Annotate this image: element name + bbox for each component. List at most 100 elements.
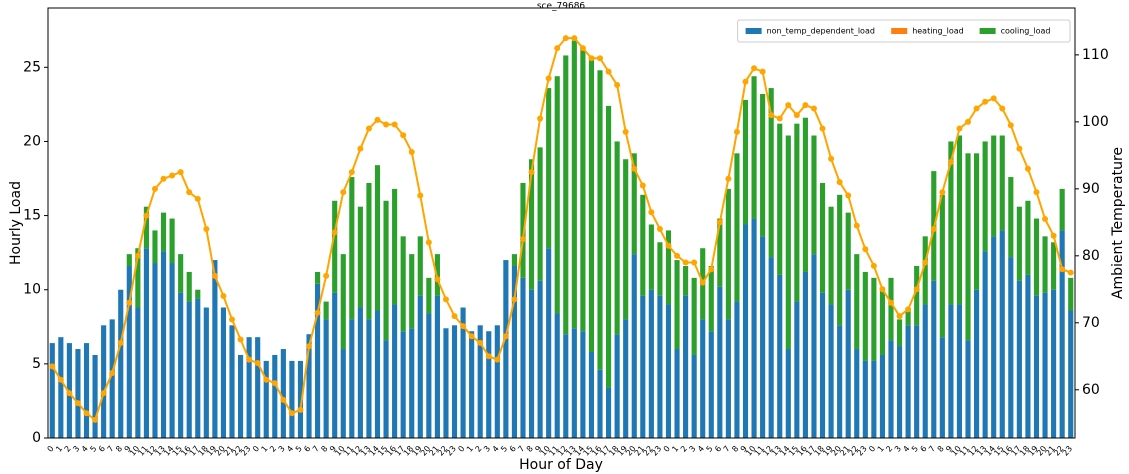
bar xyxy=(734,301,740,438)
temperature-marker xyxy=(237,336,244,343)
temperature-marker xyxy=(229,316,236,323)
bar xyxy=(212,260,218,438)
bar xyxy=(982,251,988,438)
y-axis-label: Hourly Load xyxy=(8,181,24,265)
temperature-marker xyxy=(306,343,313,350)
chart-title: sce_79686 xyxy=(537,2,586,12)
temperature-marker xyxy=(83,410,90,417)
x-tick-label: 0 xyxy=(867,444,877,454)
bar xyxy=(717,286,723,438)
temperature-marker xyxy=(588,55,595,62)
temperature-marker xyxy=(733,128,740,135)
bar xyxy=(751,218,757,438)
bar xyxy=(588,352,595,438)
temperature-marker xyxy=(246,356,253,363)
x-tick-label: 6 xyxy=(713,444,723,454)
temperature-marker xyxy=(400,132,407,139)
temperature-marker xyxy=(896,313,903,320)
bar xyxy=(939,337,945,438)
temperature-marker xyxy=(494,356,501,363)
temperature-marker xyxy=(254,359,261,366)
bar xyxy=(597,369,603,438)
temperature-marker xyxy=(870,262,877,269)
x-tick-label: 4 xyxy=(696,444,706,454)
bar xyxy=(169,218,175,264)
temperature-marker xyxy=(802,102,809,109)
bar xyxy=(1068,277,1074,311)
bar xyxy=(931,280,937,438)
plot-frame xyxy=(47,7,1076,439)
bar xyxy=(537,147,543,281)
temperature-marker xyxy=(639,182,646,189)
legend-swatch xyxy=(979,28,996,34)
bar xyxy=(272,354,278,438)
temperature-marker xyxy=(554,45,561,52)
bar xyxy=(340,349,346,438)
x-tick-label: 7 xyxy=(722,444,732,454)
temperature-marker xyxy=(109,370,116,377)
bar xyxy=(571,40,577,329)
bar xyxy=(991,236,997,438)
temperature-marker xyxy=(194,195,201,202)
x-tick-label: 7 xyxy=(311,444,321,454)
temperature-marker xyxy=(134,252,141,259)
bar xyxy=(280,349,286,438)
bar xyxy=(563,334,569,438)
temperature-marker xyxy=(425,239,432,246)
bar xyxy=(126,266,132,438)
temperature-marker xyxy=(622,128,629,135)
x-tick-label: 4 xyxy=(901,444,911,454)
temperature-marker xyxy=(357,145,364,152)
bar xyxy=(751,76,757,219)
temperature-marker xyxy=(947,159,954,166)
x-tick-label: 6 xyxy=(97,444,107,454)
bar xyxy=(896,346,903,438)
bar xyxy=(366,182,372,320)
x-tick-label: 23 xyxy=(855,444,868,458)
bar xyxy=(802,117,808,272)
bar xyxy=(409,254,415,329)
bar xyxy=(828,304,834,438)
bar xyxy=(862,360,868,438)
bar xyxy=(537,280,543,438)
bar xyxy=(426,277,432,314)
bar xyxy=(588,58,595,353)
x-tick-label: 3 xyxy=(893,444,903,454)
bar xyxy=(871,277,877,361)
temperature-marker xyxy=(691,259,698,266)
x-tick-label: 7 xyxy=(105,444,115,454)
bar xyxy=(991,135,997,237)
bar xyxy=(777,123,783,275)
x-tick-label: 0 xyxy=(251,444,261,454)
bar xyxy=(768,257,774,438)
bar xyxy=(785,135,791,350)
bar xyxy=(905,307,911,326)
temperature-marker xyxy=(323,272,330,279)
temperature-marker xyxy=(614,82,621,89)
temperature-marker xyxy=(699,279,706,286)
x-tick-label: 5 xyxy=(910,444,920,454)
bar xyxy=(186,271,192,302)
temperature-marker xyxy=(263,376,270,383)
x-tick-label: 9 xyxy=(944,444,954,454)
temperature-marker xyxy=(220,293,227,300)
bar xyxy=(742,99,749,225)
temperature-marker xyxy=(537,115,544,122)
x-tick-label: 0 xyxy=(662,444,672,454)
legend-label: cooling_load xyxy=(1001,27,1051,36)
bar xyxy=(974,153,980,290)
x-tick-label: 8 xyxy=(936,444,946,454)
bar xyxy=(332,200,338,293)
bar xyxy=(819,182,826,293)
temperature-marker xyxy=(528,169,535,176)
temperature-marker xyxy=(1059,266,1066,273)
temperature-marker xyxy=(143,212,150,219)
bar xyxy=(451,325,458,438)
temperature-marker xyxy=(682,259,689,266)
bar xyxy=(888,340,894,438)
temperature-marker xyxy=(117,339,124,346)
temperature-marker xyxy=(519,236,526,243)
bar xyxy=(75,349,81,438)
bar xyxy=(374,310,381,438)
bar xyxy=(999,135,1005,231)
